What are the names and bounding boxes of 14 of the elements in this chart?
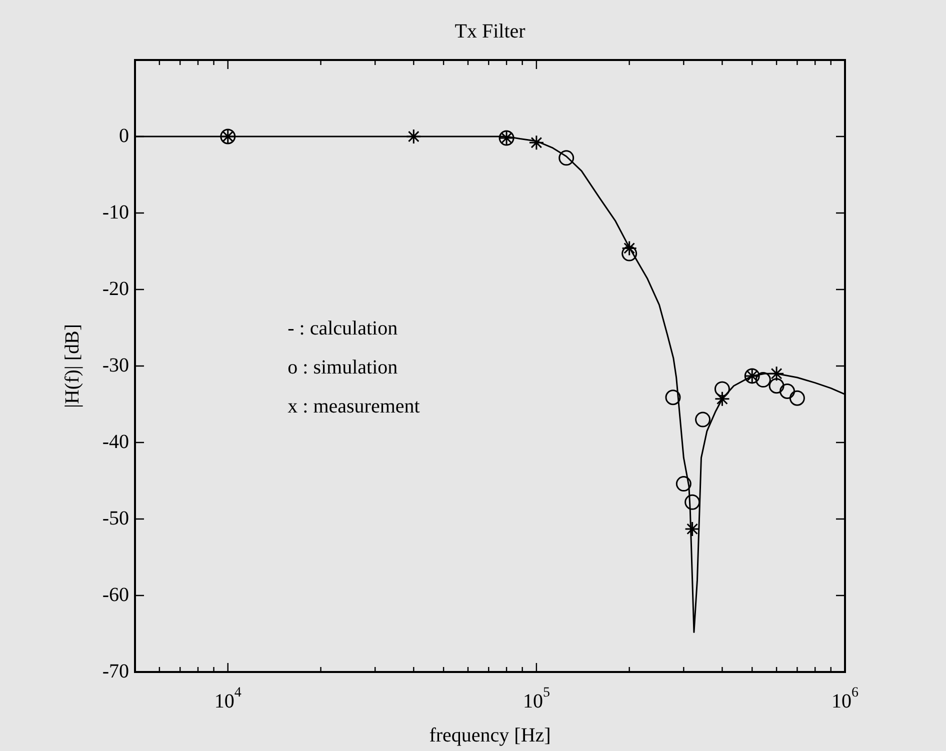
y-tick-label: -30: [102, 354, 129, 376]
annotation: x : measurement: [288, 396, 420, 418]
y-tick-label: -10: [102, 201, 129, 224]
y-tick-label: -70: [102, 660, 129, 682]
annotation: o : simulation: [288, 356, 398, 379]
annotation: - : calculation: [288, 318, 398, 340]
y-tick-label: -40: [102, 430, 129, 453]
y-axis-title: |H(f)| [dB]: [61, 324, 84, 408]
x-axis-title: frequency [Hz]: [429, 724, 551, 746]
y-tick-label: 0: [119, 124, 129, 147]
y-tick-label: -50: [102, 507, 129, 530]
y-tick-label: -20: [102, 278, 129, 300]
y-tick-label: -60: [102, 584, 129, 606]
chart-title: Tx Filter: [454, 20, 526, 42]
